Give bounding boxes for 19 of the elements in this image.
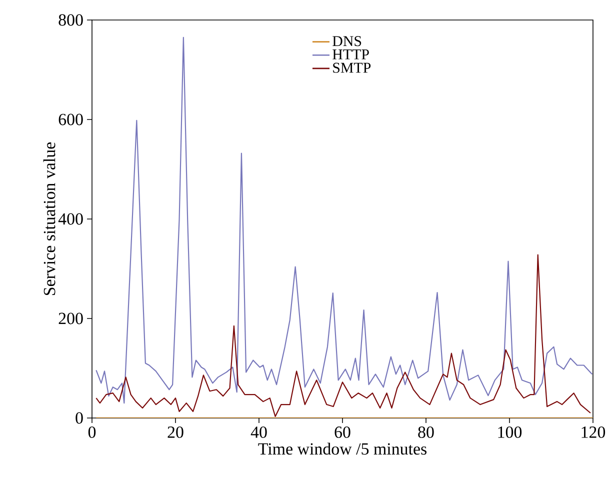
y-tick-label: 600 [58,114,83,126]
y-tick-label: 0 [76,412,83,424]
legend-label: SMTP [333,62,371,73]
y-axis-title: Service situation value [43,142,56,295]
x-tick-label: 100 [498,426,522,438]
x-tick-label: 80 [418,426,434,438]
line-series [96,36,593,404]
legend-label: DNS [332,36,362,46]
x-tick-label: 40 [250,426,267,438]
y-tick-label: 400 [58,213,83,225]
x-tick-label: 60 [334,426,350,438]
legend-label: HTTP [332,50,369,60]
x-tick-label: 20 [168,426,184,438]
x-tick-label: 120 [582,426,606,438]
x-tick-label: 0 [88,426,96,438]
y-tick-label: 200 [58,312,83,324]
y-tick-label: 800 [58,14,83,26]
x-axis-title: Time window /5 minutes [258,442,426,455]
line-series [96,254,592,418]
